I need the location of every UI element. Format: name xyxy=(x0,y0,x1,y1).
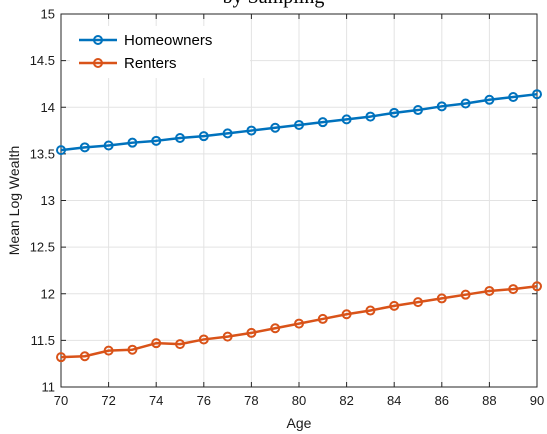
data-point xyxy=(222,128,233,139)
data-point xyxy=(198,334,209,345)
y-tick-label: 11 xyxy=(42,380,56,395)
data-point xyxy=(460,98,471,109)
data-point xyxy=(103,140,114,151)
data-point xyxy=(436,293,447,304)
data-point xyxy=(175,339,185,350)
legend-label: Homeowners xyxy=(124,32,212,49)
data-point xyxy=(246,125,257,136)
data-point xyxy=(294,119,304,130)
data-point xyxy=(508,91,519,102)
legend-swatch-marker xyxy=(93,35,103,45)
axis-ticks: 70 72 74 76 78 80 82 84 86 88 90 11 11.5 12 12.5 13 13.5… xyxy=(30,7,545,409)
data-point xyxy=(484,285,495,296)
data-point xyxy=(222,331,233,342)
data-point xyxy=(270,122,281,133)
x-tick-label: 76 xyxy=(197,393,211,408)
data-point xyxy=(389,300,400,311)
x-tick-label: 82 xyxy=(339,393,353,408)
data-point xyxy=(151,338,162,349)
legend: Homeowners Renters xyxy=(70,26,250,78)
x-tick-label: 86 xyxy=(435,393,449,408)
x-tick-label: 72 xyxy=(101,393,115,408)
series-homeowners xyxy=(56,89,542,156)
data-point xyxy=(79,142,90,153)
data-point xyxy=(365,111,376,122)
x-tick-label: 88 xyxy=(482,393,496,408)
data-point xyxy=(436,101,447,112)
legend-item: Renters xyxy=(79,55,177,72)
series-renters xyxy=(56,281,542,363)
data-point xyxy=(103,345,114,356)
y-tick-label: 11.5 xyxy=(31,333,55,348)
data-point xyxy=(413,105,423,116)
y-tick-label: 12.5 xyxy=(30,240,55,255)
chart-title: by Sampling xyxy=(0,0,547,9)
data-point xyxy=(79,351,90,362)
y-tick-label: 13.5 xyxy=(30,146,55,161)
data-point xyxy=(389,107,400,118)
x-tick-label: 90 xyxy=(530,393,544,408)
data-point xyxy=(317,313,328,324)
series-line xyxy=(60,92,538,152)
x-axis-label: Age xyxy=(287,415,312,431)
data-point xyxy=(365,305,376,316)
y-tick-label: 15 xyxy=(41,7,55,22)
data-point xyxy=(341,309,352,320)
data-point xyxy=(56,145,66,156)
data-point xyxy=(127,137,138,148)
y-tick-label: 14 xyxy=(41,100,55,115)
data-point xyxy=(460,289,471,300)
legend-box xyxy=(70,26,250,78)
legend-item: Homeowners xyxy=(79,32,212,49)
x-tick-label: 74 xyxy=(149,393,163,408)
data-point xyxy=(127,344,138,355)
series-line xyxy=(60,285,538,359)
data-point xyxy=(56,352,66,363)
x-tick-label: 78 xyxy=(244,393,258,408)
data-point xyxy=(151,135,162,146)
x-tick-label: 70 xyxy=(54,393,68,408)
data-point xyxy=(341,114,352,125)
legend-swatch-marker xyxy=(93,58,103,68)
x-tick-label: 80 xyxy=(292,393,306,408)
x-tick-label: 84 xyxy=(387,393,401,408)
data-point xyxy=(508,284,519,295)
data-point xyxy=(294,318,304,329)
y-tick-label: 14.5 xyxy=(30,53,55,68)
data-point xyxy=(484,94,495,105)
data-point xyxy=(270,323,281,334)
series-layer xyxy=(56,89,542,363)
data-point xyxy=(246,327,257,338)
data-point xyxy=(532,281,542,292)
data-point xyxy=(175,133,185,144)
data-point xyxy=(198,131,209,142)
y-axis-label: Mean Log Wealth xyxy=(6,146,22,255)
y-tick-label: 12 xyxy=(41,286,55,301)
legend-label: Renters xyxy=(124,55,177,72)
data-point xyxy=(317,117,328,128)
y-tick-label: 13 xyxy=(41,193,55,208)
data-point xyxy=(532,89,542,100)
data-point xyxy=(413,297,423,308)
